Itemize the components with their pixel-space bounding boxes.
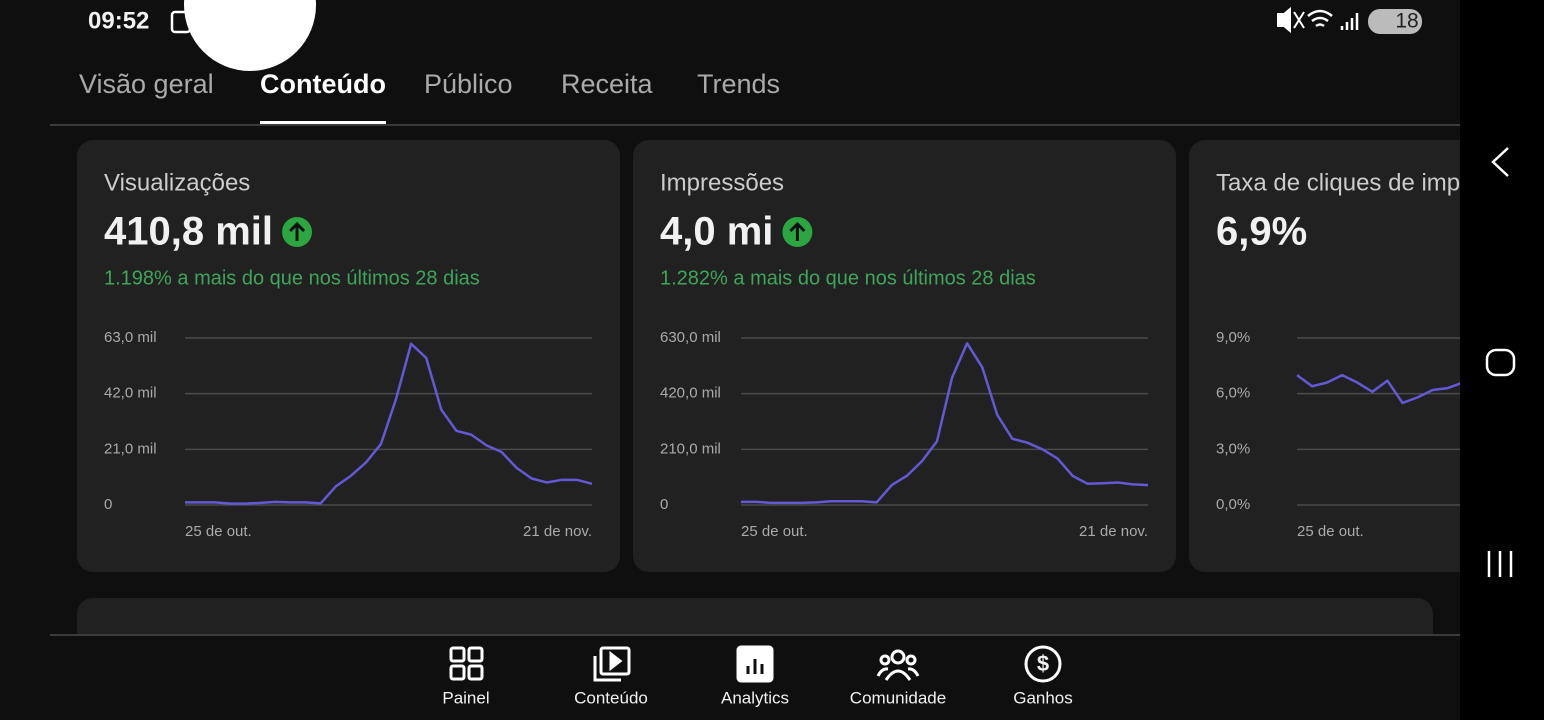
card-value: 4,0 mi — [660, 210, 773, 254]
x-tick-label: 21 de nov. — [523, 523, 592, 540]
back-button[interactable] — [1491, 147, 1509, 177]
card[interactable] — [77, 140, 620, 572]
series-line — [741, 342, 1149, 505]
comunidade-icon — [890, 649, 906, 665]
x-tick-label: 25 de out. — [741, 523, 808, 540]
status-time: 09:52 — [88, 7, 149, 34]
conteudo-icon — [593, 656, 621, 682]
nav-label[interactable]: Analytics — [721, 688, 789, 707]
wifi-icon — [1307, 9, 1333, 28]
recents-button[interactable] — [1487, 551, 1513, 577]
ganhos-symbol: $ — [1037, 651, 1049, 676]
comunidade-icon — [905, 654, 917, 666]
y-tick-label: 42,0 mil — [104, 385, 157, 402]
nav-label[interactable]: Comunidade — [850, 688, 946, 707]
x-tick-label: 25 de out. — [1297, 523, 1364, 540]
y-tick-label: 63,0 mil — [104, 329, 157, 346]
analytics-icon — [746, 659, 764, 674]
cards: Visualizações 410,8 mil 1.198% a mais do q… — [77, 140, 1544, 572]
tab-bar: Visão geral Conteúdo Público Receita Trends — [79, 69, 780, 125]
comunidade-icon — [879, 654, 891, 666]
y-tick-label: 0,0% — [1216, 496, 1250, 513]
y-tick-label: 9,0% — [1216, 329, 1250, 346]
home-button[interactable] — [1485, 348, 1516, 377]
nav-label[interactable]: Painel — [442, 688, 489, 707]
y-tick-label: 420,0 mil — [660, 385, 721, 402]
camera-cutout — [184, 0, 316, 71]
card[interactable] — [633, 140, 1176, 572]
system-bar — [1460, 0, 1544, 720]
tab[interactable]: Visão geral — [79, 69, 214, 99]
card-value: 6,9% — [1216, 210, 1307, 254]
y-tick-label: 6,0% — [1216, 385, 1250, 402]
painel-icon — [449, 664, 466, 681]
nav-icons — [449, 645, 1062, 683]
card-title: Impressões — [660, 169, 784, 196]
card[interactable] — [1189, 140, 1544, 572]
comunidade-icon — [876, 667, 920, 681]
nav-label[interactable]: Ganhos — [1013, 688, 1073, 707]
conteudo-icon — [609, 650, 623, 672]
y-tick-label: 630,0 mil — [660, 329, 721, 346]
y-tick-label: 0 — [660, 496, 668, 513]
bottom-nav — [0, 635, 1460, 720]
card-change: 1.198% a mais do que nos últimos 28 dias — [104, 267, 480, 289]
x-tick-label: 25 de out. — [185, 523, 252, 540]
y-tick-label: 21,0 mil — [104, 440, 157, 457]
card-title: Taxa de cliques de imp — [1216, 169, 1460, 196]
series-line — [1296, 373, 1479, 405]
y-tick-label: 210,0 mil — [660, 440, 721, 457]
conteudo-icon — [599, 646, 631, 676]
card-title: Visualizações — [104, 169, 250, 196]
trend-up-arrow — [789, 221, 806, 241]
tab[interactable]: Conteúdo — [260, 69, 386, 99]
card-change: 1.282% a mais do que nos últimos 28 dias — [660, 267, 1036, 289]
painel-icon — [449, 646, 466, 663]
tab[interactable]: Público — [424, 69, 513, 99]
nav-labels: Painel Conteúdo Analytics Comunidade Ganhos — [442, 688, 1072, 707]
tab[interactable]: Receita — [561, 69, 654, 99]
y-tick-label: 3,0% — [1216, 440, 1250, 457]
series-line — [185, 342, 593, 505]
ganhos-icon — [1024, 645, 1062, 683]
signal-icon — [1340, 13, 1359, 30]
painel-icon — [467, 646, 484, 663]
battery — [1368, 9, 1422, 34]
tab[interactable]: Trends — [697, 69, 780, 99]
trend-up-arrow — [288, 221, 306, 241]
x-tick-label: 21 de nov. — [1079, 523, 1148, 540]
tab-indicator — [260, 121, 386, 125]
card-value: 410,8 mil — [104, 210, 273, 254]
battery-level: 18 — [1395, 10, 1418, 33]
nav-label[interactable]: Conteúdo — [574, 688, 648, 707]
painel-icon — [467, 664, 484, 681]
mute-icon — [1277, 6, 1305, 34]
y-tick-label: 0 — [104, 496, 112, 513]
